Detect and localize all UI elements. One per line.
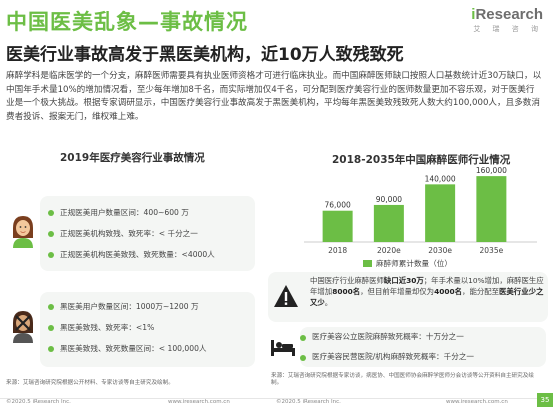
anesthesia-death-rate-box: 医疗美容公立医院麻醉致死概率：十万分之一 医疗美容民营医院/机构麻醉致死概率：千…: [300, 327, 546, 367]
warning-bold: 8000名: [332, 287, 361, 296]
list-item: 医疗美容民营医院/机构麻醉致死概率：千分之一: [300, 347, 546, 367]
x-tick-label: 2030e: [428, 246, 452, 255]
list-item: 黑医美致残、致死数量区间：< 100,000人: [48, 338, 247, 359]
copyright-left: ©2020.5 iResearch Inc.: [6, 399, 71, 405]
website-link-left[interactable]: www.iresearch.com.cn: [168, 399, 230, 405]
source-note-right: 来源：艾瑞咨询研究院根据专家访谈，病医协、中国医师协会麻醉学医师分会访谈等公开资…: [271, 373, 534, 386]
source-note-left: 来源：艾瑞咨询研究院根据公开材料、专家访谈等自主研究及绘制。: [6, 380, 174, 386]
bar-value-label: 90,000: [376, 195, 402, 204]
legend-label: 麻醉师累计数量（位）: [376, 259, 452, 268]
logo-cn: 艾 瑞 咨 询: [473, 25, 543, 33]
left-panel-title: 2019年医疗美容行业事故情况: [60, 152, 205, 164]
intro-paragraph: 麻醉学科是临床医学的一个分支，麻醉医师需要具有执业医师资格才可进行临床执业。而中…: [6, 71, 542, 122]
page-title: 中国医美乱象—事故情况: [6, 10, 248, 34]
logo-research: Research: [475, 6, 543, 23]
x-tick-label: 2020e: [377, 246, 401, 255]
list-item: 黑医美致残、致死率：<1%: [48, 317, 247, 338]
page-number: 35: [537, 393, 553, 407]
woman-icon: [13, 216, 33, 248]
warning-text-part: 。: [324, 298, 333, 307]
list-item: 正规医美机构医美致残、致死数量：<4000人: [48, 244, 247, 265]
chart-legend: 麻醉师累计数量（位）: [363, 258, 452, 269]
legend-swatch: [363, 260, 372, 267]
copyright-right: ©2020.5 iResearch Inc.: [276, 399, 341, 405]
chart-bar: [425, 184, 456, 242]
warning-text: 中国医疗行业麻醉医师缺口近30万；年手术量以10%增加，麻醉医生应年增加8000…: [310, 275, 546, 308]
page-subtitle: 医美行业事故高发于黑医美机构，近10万人致残致死: [6, 45, 404, 65]
warning-bold: 4000名: [434, 287, 463, 296]
chart-bar: [476, 176, 507, 242]
website-link-right[interactable]: www.iresearch.com.cn: [446, 399, 508, 405]
list-item: 正规医美机构致残、致死率：< 千分之一: [48, 223, 247, 244]
warning-box: [268, 272, 548, 322]
warning-text-part: ，但目前年增量却仅为: [360, 287, 435, 296]
bar-value-label: 140,000: [425, 174, 456, 183]
woman-crossed-icon: [13, 311, 33, 343]
iresearch-logo: iResearch 艾 瑞 咨 询: [453, 6, 543, 42]
warning-text-part: ；年手术量以10%增加，麻醉医生应年增加: [310, 276, 544, 296]
hospital-bed-icon: [271, 340, 295, 356]
right-panel-title: 2018-2035年中国麻醉医师行业情况: [332, 154, 511, 166]
x-tick-label: 2018: [328, 246, 347, 255]
footer: ©2020.5 iResearch Inc. www.iresearch.com…: [0, 399, 553, 407]
list-item: 黑医美用户数量区间：1000万~1200 万: [48, 296, 247, 317]
warning-bold: 医美行业少之又少: [310, 287, 544, 307]
warning-icon: [274, 285, 298, 307]
bar-value-label: 76,000: [325, 201, 351, 210]
warning-text-part: 中国医疗行业麻醉医师: [310, 276, 384, 285]
footer-divider: [0, 398, 553, 399]
logo-i: i: [471, 6, 476, 23]
illegal-medical-beauty-box: 黑医美用户数量区间：1000万~1200 万 黑医美致残、致死率：<1% 黑医美…: [40, 292, 255, 367]
x-tick-label: 2035e: [480, 246, 504, 255]
legal-medical-beauty-box: 正规医美用户数量区间：400~600 万 正规医美机构致残、致死率：< 千分之一…: [40, 196, 255, 271]
warning-bold: 缺口近30万: [383, 276, 424, 285]
chart-bar: [322, 210, 353, 242]
list-item: 医疗美容公立医院麻醉致死概率：十万分之一: [300, 327, 546, 347]
warning-text-part: ，能分配至: [462, 287, 500, 296]
anesthesiologist-bar-chart: 76,000 2018 90,000 2020e 140,000 2030e 160,000…: [304, 166, 537, 255]
list-item: 正规医美用户数量区间：400~600 万: [48, 202, 247, 223]
bar-value-label: 160,000: [476, 166, 507, 175]
chart-bar: [373, 204, 404, 242]
